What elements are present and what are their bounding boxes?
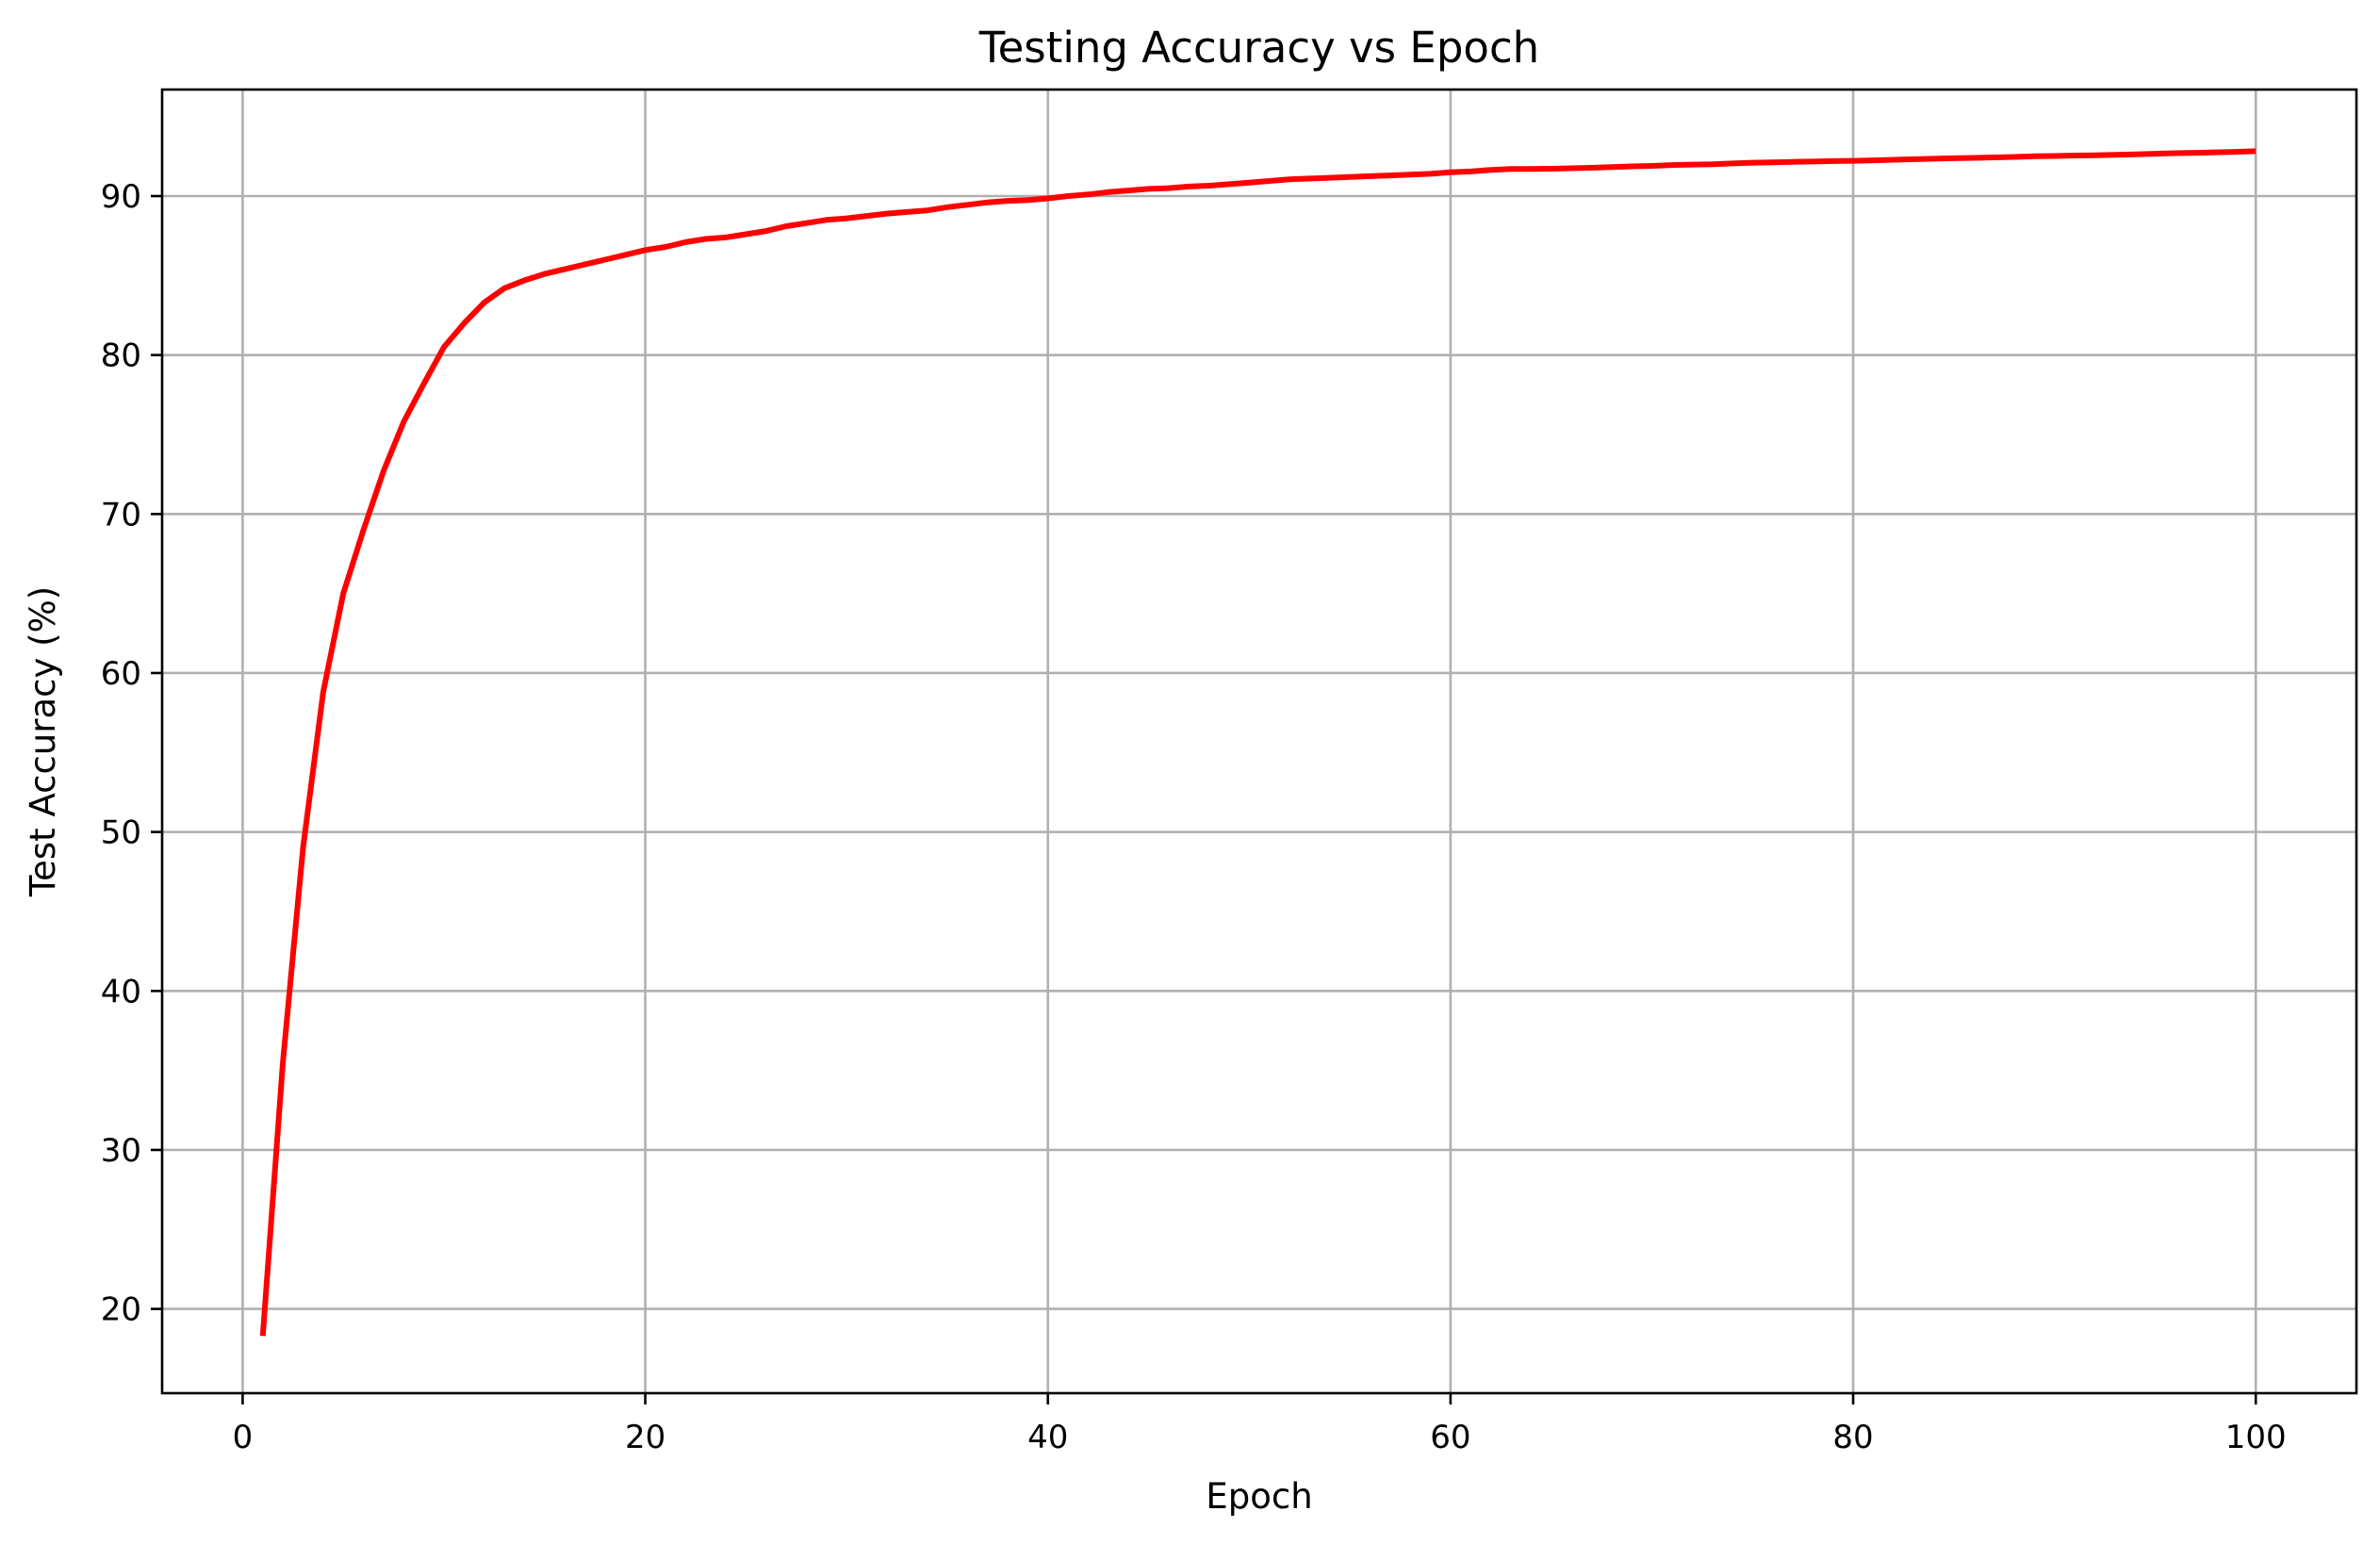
chart-title: Testing Accuracy vs Epoch	[978, 23, 1539, 73]
y-tick-label: 80	[101, 337, 141, 375]
y-tick-label: 60	[101, 655, 141, 693]
series-lines	[259, 148, 2257, 1337]
y-tick-label: 70	[101, 496, 141, 534]
y-tick-label: 20	[101, 1291, 141, 1329]
x-tick-label: 0	[233, 1419, 254, 1456]
x-axis-ticks: 0 20 40 60 80 100	[233, 1393, 2287, 1456]
x-tick-label: 20	[625, 1419, 665, 1456]
y-tick-label: 90	[101, 178, 141, 216]
grid-lines	[162, 90, 2356, 1393]
x-tick-label: 60	[1430, 1419, 1470, 1456]
y-tick-label: 40	[101, 973, 141, 1010]
y-tick-label: 30	[101, 1132, 141, 1170]
x-tick-label: 80	[1832, 1419, 1873, 1456]
x-tick-label: 40	[1027, 1419, 1068, 1456]
x-axis-label: Epoch	[1206, 1476, 1312, 1517]
x-tick-label: 100	[2225, 1419, 2287, 1456]
y-tick-label: 50	[101, 814, 141, 852]
plot-frame	[160, 88, 2358, 1395]
y-axis-ticks: 20 30 40 50 60 70 80 90	[101, 178, 162, 1329]
y-axis-label: Test Accuracy (%)	[23, 586, 63, 897]
series-line	[259, 148, 2257, 1337]
